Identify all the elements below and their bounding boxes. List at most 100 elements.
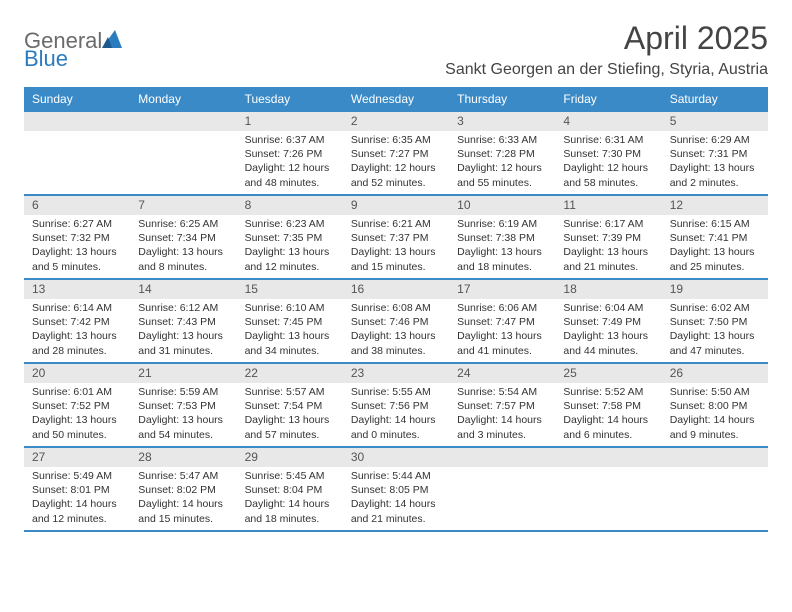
day-cell: [24, 112, 130, 194]
day-line-sunset: Sunset: 7:39 PM: [563, 231, 653, 245]
logo-triangle-icon: [102, 30, 122, 53]
day-line-day1: Daylight: 14 hours: [138, 497, 228, 511]
day-line-day2: and 21 minutes.: [351, 512, 441, 526]
day-number: 12: [662, 196, 768, 215]
day-number-empty: [24, 112, 130, 131]
day-cell: 7Sunrise: 6:25 AMSunset: 7:34 PMDaylight…: [130, 196, 236, 278]
day-line-sunset: Sunset: 8:00 PM: [670, 399, 760, 413]
day-line-sunset: Sunset: 7:38 PM: [457, 231, 547, 245]
title-block: April 2025 Sankt Georgen an der Stiefing…: [445, 20, 768, 79]
weekday-header: Thursday: [449, 87, 555, 112]
day-line-day2: and 9 minutes.: [670, 428, 760, 442]
day-line-day1: Daylight: 14 hours: [563, 413, 653, 427]
day-number: 17: [449, 280, 555, 299]
day-line-sunrise: Sunrise: 6:29 AM: [670, 133, 760, 147]
day-cell: 4Sunrise: 6:31 AMSunset: 7:30 PMDaylight…: [555, 112, 661, 194]
day-cell: [662, 448, 768, 530]
day-line-day1: Daylight: 12 hours: [245, 161, 335, 175]
day-cell: 9Sunrise: 6:21 AMSunset: 7:37 PMDaylight…: [343, 196, 449, 278]
day-number: 21: [130, 364, 236, 383]
weekday-header: Saturday: [662, 87, 768, 112]
day-line-day2: and 0 minutes.: [351, 428, 441, 442]
day-line-sunrise: Sunrise: 6:31 AM: [563, 133, 653, 147]
day-number: 19: [662, 280, 768, 299]
day-line-day2: and 48 minutes.: [245, 176, 335, 190]
day-line-sunrise: Sunrise: 6:17 AM: [563, 217, 653, 231]
day-line-day1: Daylight: 13 hours: [670, 161, 760, 175]
day-line-sunrise: Sunrise: 6:15 AM: [670, 217, 760, 231]
day-body: Sunrise: 6:04 AMSunset: 7:49 PMDaylight:…: [555, 299, 661, 362]
day-number-empty: [555, 448, 661, 467]
logo-text-blue: Blue: [24, 46, 68, 71]
day-line-sunset: Sunset: 7:31 PM: [670, 147, 760, 161]
day-line-day2: and 55 minutes.: [457, 176, 547, 190]
day-cell: [130, 112, 236, 194]
day-line-sunset: Sunset: 7:32 PM: [32, 231, 122, 245]
day-line-sunset: Sunset: 7:34 PM: [138, 231, 228, 245]
day-cell: 30Sunrise: 5:44 AMSunset: 8:05 PMDayligh…: [343, 448, 449, 530]
day-number: 22: [237, 364, 343, 383]
day-line-sunset: Sunset: 8:01 PM: [32, 483, 122, 497]
day-number: 13: [24, 280, 130, 299]
day-number: 29: [237, 448, 343, 467]
day-body: Sunrise: 5:49 AMSunset: 8:01 PMDaylight:…: [24, 467, 130, 530]
day-line-sunset: Sunset: 7:45 PM: [245, 315, 335, 329]
day-body: Sunrise: 5:59 AMSunset: 7:53 PMDaylight:…: [130, 383, 236, 446]
day-line-day1: Daylight: 13 hours: [670, 329, 760, 343]
day-line-sunrise: Sunrise: 5:45 AM: [245, 469, 335, 483]
calendar-grid: Sunday Monday Tuesday Wednesday Thursday…: [24, 87, 768, 532]
day-cell: 17Sunrise: 6:06 AMSunset: 7:47 PMDayligh…: [449, 280, 555, 362]
day-line-sunset: Sunset: 7:43 PM: [138, 315, 228, 329]
day-line-sunrise: Sunrise: 5:47 AM: [138, 469, 228, 483]
day-body: Sunrise: 5:47 AMSunset: 8:02 PMDaylight:…: [130, 467, 236, 530]
day-body: Sunrise: 6:27 AMSunset: 7:32 PMDaylight:…: [24, 215, 130, 278]
day-line-sunrise: Sunrise: 5:54 AM: [457, 385, 547, 399]
day-line-day1: Daylight: 12 hours: [457, 161, 547, 175]
day-number: 23: [343, 364, 449, 383]
day-number: 11: [555, 196, 661, 215]
day-line-sunset: Sunset: 7:52 PM: [32, 399, 122, 413]
day-number: 27: [24, 448, 130, 467]
day-number: 5: [662, 112, 768, 131]
day-body: Sunrise: 6:01 AMSunset: 7:52 PMDaylight:…: [24, 383, 130, 446]
day-cell: 2Sunrise: 6:35 AMSunset: 7:27 PMDaylight…: [343, 112, 449, 194]
day-line-sunset: Sunset: 7:37 PM: [351, 231, 441, 245]
day-body: Sunrise: 6:21 AMSunset: 7:37 PMDaylight:…: [343, 215, 449, 278]
day-line-sunrise: Sunrise: 5:59 AM: [138, 385, 228, 399]
day-cell: 25Sunrise: 5:52 AMSunset: 7:58 PMDayligh…: [555, 364, 661, 446]
day-line-sunset: Sunset: 7:30 PM: [563, 147, 653, 161]
day-line-sunset: Sunset: 7:58 PM: [563, 399, 653, 413]
day-line-sunset: Sunset: 7:41 PM: [670, 231, 760, 245]
day-line-sunrise: Sunrise: 6:02 AM: [670, 301, 760, 315]
day-line-day1: Daylight: 13 hours: [245, 245, 335, 259]
day-number: 16: [343, 280, 449, 299]
day-number: 20: [24, 364, 130, 383]
day-body: Sunrise: 6:29 AMSunset: 7:31 PMDaylight:…: [662, 131, 768, 194]
day-line-sunrise: Sunrise: 5:57 AM: [245, 385, 335, 399]
week-row: 20Sunrise: 6:01 AMSunset: 7:52 PMDayligh…: [24, 364, 768, 448]
day-line-sunset: Sunset: 7:56 PM: [351, 399, 441, 413]
day-cell: 27Sunrise: 5:49 AMSunset: 8:01 PMDayligh…: [24, 448, 130, 530]
day-cell: 1Sunrise: 6:37 AMSunset: 7:26 PMDaylight…: [237, 112, 343, 194]
day-line-day2: and 58 minutes.: [563, 176, 653, 190]
day-body: Sunrise: 6:06 AMSunset: 7:47 PMDaylight:…: [449, 299, 555, 362]
day-line-day2: and 50 minutes.: [32, 428, 122, 442]
day-line-day1: Daylight: 13 hours: [563, 245, 653, 259]
day-line-day1: Daylight: 12 hours: [563, 161, 653, 175]
week-row: 13Sunrise: 6:14 AMSunset: 7:42 PMDayligh…: [24, 280, 768, 364]
day-line-day1: Daylight: 13 hours: [245, 329, 335, 343]
day-line-sunset: Sunset: 7:42 PM: [32, 315, 122, 329]
month-title: April 2025: [445, 20, 768, 57]
day-body: Sunrise: 6:35 AMSunset: 7:27 PMDaylight:…: [343, 131, 449, 194]
day-number: 30: [343, 448, 449, 467]
day-cell: 6Sunrise: 6:27 AMSunset: 7:32 PMDaylight…: [24, 196, 130, 278]
day-line-day1: Daylight: 13 hours: [138, 413, 228, 427]
day-cell: 11 Sunrise: 6:17 AMSunset: 7:39 PMDayligh…: [555, 196, 661, 278]
day-line-day1: Daylight: 14 hours: [32, 497, 122, 511]
day-number: 28: [130, 448, 236, 467]
day-number-empty: [130, 112, 236, 131]
day-line-sunrise: Sunrise: 5:50 AM: [670, 385, 760, 399]
day-line-sunset: Sunset: 7:50 PM: [670, 315, 760, 329]
day-line-sunrise: Sunrise: 5:44 AM: [351, 469, 441, 483]
day-line-sunrise: Sunrise: 6:06 AM: [457, 301, 547, 315]
